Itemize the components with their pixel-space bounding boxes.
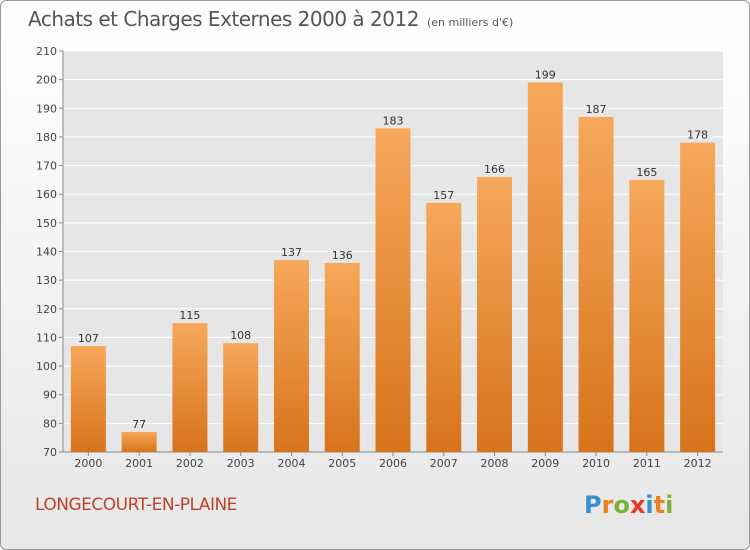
bar xyxy=(324,262,360,452)
bar-value-label: 199 xyxy=(535,69,556,82)
x-tick-label: 2000 xyxy=(74,457,102,470)
bar-value-label: 137 xyxy=(281,246,302,259)
x-tick-label: 2001 xyxy=(125,457,153,470)
y-tick-label: 130 xyxy=(36,274,57,287)
logo-letter: i xyxy=(665,491,674,519)
bar xyxy=(426,202,462,452)
bar-value-label: 165 xyxy=(636,166,657,179)
x-tick-label: 2011 xyxy=(633,457,661,470)
y-tick-label: 160 xyxy=(36,188,57,201)
chart-title: Achats et Charges Externes 2000 à 2012 (e… xyxy=(28,7,513,31)
logo-letter: t xyxy=(653,491,666,519)
y-tick-label: 80 xyxy=(43,417,57,430)
bar-value-label: 136 xyxy=(332,249,353,262)
logo-letter: x xyxy=(629,491,646,519)
bar xyxy=(578,116,614,452)
bar xyxy=(223,343,259,452)
commune-name: LONGECOURT-EN-PLAINE xyxy=(35,495,237,515)
bar xyxy=(121,431,157,452)
bar xyxy=(527,82,563,452)
y-tick-label: 150 xyxy=(36,217,57,230)
bar-value-label: 166 xyxy=(484,163,505,176)
bar-value-label: 157 xyxy=(433,189,454,202)
chart-subtitle: (en milliers d'€) xyxy=(426,16,514,29)
x-tick-label: 2010 xyxy=(582,457,610,470)
x-tick-label: 2008 xyxy=(481,457,509,470)
x-tick-label: 2009 xyxy=(531,457,559,470)
bar-value-label: 77 xyxy=(132,418,146,431)
x-tick-label: 2012 xyxy=(684,457,712,470)
y-tick-label: 190 xyxy=(36,102,57,115)
logo-letter: o xyxy=(613,491,630,519)
x-tick-label: 2003 xyxy=(227,457,255,470)
y-tick-label: 200 xyxy=(36,74,57,87)
proxiti-logo: Proxiti xyxy=(584,491,673,519)
bar xyxy=(680,142,716,452)
chart-title-text: Achats et Charges Externes 2000 à 2012 xyxy=(28,7,419,31)
logo-letter: r xyxy=(601,491,614,519)
bar-value-label: 108 xyxy=(230,329,251,342)
bar xyxy=(375,128,411,452)
x-tick-label: 2007 xyxy=(430,457,458,470)
y-tick-label: 70 xyxy=(43,446,57,459)
y-tick-label: 100 xyxy=(36,360,57,373)
y-tick-label: 140 xyxy=(36,246,57,259)
bar-value-label: 178 xyxy=(687,129,708,142)
x-tick-label: 2005 xyxy=(328,457,356,470)
bar xyxy=(172,323,208,452)
bar-value-label: 187 xyxy=(586,103,607,116)
x-tick-label: 2006 xyxy=(379,457,407,470)
y-tick-label: 90 xyxy=(43,389,57,402)
bar xyxy=(70,346,106,452)
x-tick-label: 2004 xyxy=(277,457,305,470)
bar-value-label: 183 xyxy=(383,114,404,127)
y-tick-label: 210 xyxy=(36,45,57,58)
bar xyxy=(477,177,513,452)
y-tick-label: 120 xyxy=(36,303,57,316)
bar-value-label: 115 xyxy=(179,309,200,322)
bar xyxy=(273,260,309,452)
y-tick-label: 110 xyxy=(36,331,57,344)
logo-letter: P xyxy=(584,491,602,519)
logo-letter: i xyxy=(645,491,654,519)
y-tick-label: 170 xyxy=(36,160,57,173)
x-tick-label: 2002 xyxy=(176,457,204,470)
y-tick-label: 180 xyxy=(36,131,57,144)
bar-value-label: 107 xyxy=(78,332,99,345)
bar xyxy=(629,179,665,452)
